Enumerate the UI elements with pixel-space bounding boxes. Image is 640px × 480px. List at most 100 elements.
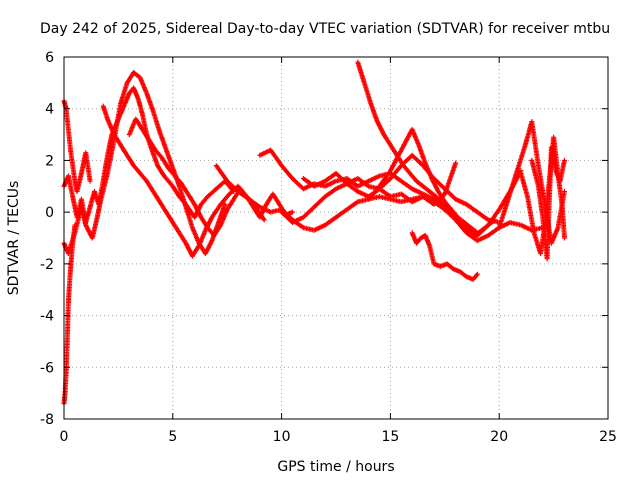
plus-marker-run <box>185 191 197 206</box>
y-axis-label: SDTVAR / TECUs <box>6 181 22 296</box>
plus-marker-run <box>496 205 508 231</box>
y-tick-label: 0 <box>45 205 54 221</box>
plus-marker-run <box>68 147 75 167</box>
plus-marker-run <box>213 163 229 183</box>
plus-marker-run <box>453 196 468 207</box>
plus-marker-run <box>100 103 110 121</box>
plus-marker-run <box>414 236 423 246</box>
plus-marker <box>561 157 567 163</box>
plus-marker-run <box>422 160 434 180</box>
plus-marker-run <box>485 226 501 238</box>
plus-marker-run <box>518 170 530 198</box>
plus-marker-run <box>163 209 175 224</box>
plus-marker-run <box>170 183 181 198</box>
y-tick-label: -8 <box>40 412 54 428</box>
plus-marker <box>492 217 498 223</box>
series-track-12 <box>366 126 480 236</box>
plus-marker-run <box>176 230 188 245</box>
y-tick-label: 2 <box>45 153 54 169</box>
plus-marker-run <box>464 230 479 243</box>
plus-marker-run <box>64 301 71 344</box>
plus-marker-run <box>401 163 412 175</box>
plus-marker-run <box>205 187 218 200</box>
plus-marker-run <box>366 174 381 184</box>
plus-marker-run <box>216 203 227 225</box>
x-tick-label: 25 <box>599 429 617 445</box>
plus-marker-run <box>479 223 490 233</box>
plot-frame <box>63 56 609 420</box>
plus-marker-run <box>464 201 479 214</box>
plus-marker-run <box>407 170 419 183</box>
plus-marker-run <box>529 157 541 188</box>
plus-marker-run <box>144 90 156 113</box>
plus-marker-run <box>135 95 145 115</box>
plus-marker-run <box>429 176 441 193</box>
plus-marker-run <box>65 173 75 198</box>
x-tick-label: 0 <box>60 429 69 445</box>
plus-marker-run <box>62 371 69 396</box>
plus-marker-run <box>235 189 251 201</box>
plus-marker <box>289 209 295 215</box>
chart-title: Day 242 of 2025, Sidereal Day-to-day VTE… <box>40 21 610 37</box>
plus-marker-run <box>368 101 380 123</box>
plus-marker-run <box>105 133 115 158</box>
plus-marker-run <box>398 178 414 191</box>
plus-marker-run <box>218 208 230 228</box>
plus-marker <box>222 201 228 207</box>
plus-marker-run <box>516 143 528 169</box>
grid-layer <box>64 57 608 419</box>
plus-marker-run <box>65 126 73 151</box>
plus-marker-run <box>374 119 386 136</box>
plus-marker-run <box>381 132 393 147</box>
plus-marker-run <box>150 108 162 133</box>
plus-marker-run <box>176 183 188 208</box>
plus-marker-run <box>459 222 471 232</box>
plus-marker <box>261 217 267 223</box>
plus-marker-run <box>98 172 110 202</box>
plus-marker-run <box>224 198 236 213</box>
plus-marker-run <box>198 195 210 207</box>
plus-marker-run <box>474 233 490 244</box>
plus-marker-run <box>74 172 84 194</box>
x-tick-label: 5 <box>168 429 177 445</box>
plus-marker-run <box>457 269 468 279</box>
plus-marker-run <box>224 178 240 193</box>
plus-marker-run <box>416 142 428 165</box>
plus-marker-run <box>163 147 175 170</box>
plus-marker-run <box>322 215 338 228</box>
plus-marker-run <box>361 80 373 105</box>
plus-marker-run <box>548 226 560 246</box>
plus-marker-run <box>311 195 327 210</box>
plus-marker-run <box>344 176 359 187</box>
plus-marker-run <box>179 181 190 196</box>
plus-marker-run <box>398 128 414 153</box>
plus-marker-run <box>131 163 142 175</box>
series-track-13 <box>409 230 480 282</box>
plus-marker-run <box>409 152 425 168</box>
plus-marker-run <box>137 75 149 95</box>
plus-marker-run <box>435 189 447 203</box>
plus-marker-run <box>427 243 437 265</box>
x-tick-label: 20 <box>490 429 508 445</box>
plus-marker-run <box>300 225 316 233</box>
series-track-11 <box>355 59 498 238</box>
x-tick-label: 15 <box>381 429 399 445</box>
y-tick-label: 4 <box>45 102 54 118</box>
plus-marker-run <box>427 189 438 199</box>
plus-marker-run <box>83 150 93 182</box>
plus-marker-run <box>461 220 473 230</box>
y-tick-label: -2 <box>40 257 54 273</box>
plus-marker-run <box>433 194 445 206</box>
plus-marker-run <box>183 240 195 258</box>
plus-marker-run <box>311 179 327 189</box>
plus-marker-run <box>503 185 515 210</box>
plus-marker-run <box>474 209 490 222</box>
plus-marker-run <box>211 223 223 238</box>
plus-marker-run <box>455 214 466 225</box>
x-axis-label: GPS time / hours <box>277 459 394 475</box>
plus-marker-run <box>544 146 554 262</box>
plus-marker-run <box>535 163 548 206</box>
plus-marker <box>474 230 480 236</box>
plus-marker-run <box>161 173 175 188</box>
